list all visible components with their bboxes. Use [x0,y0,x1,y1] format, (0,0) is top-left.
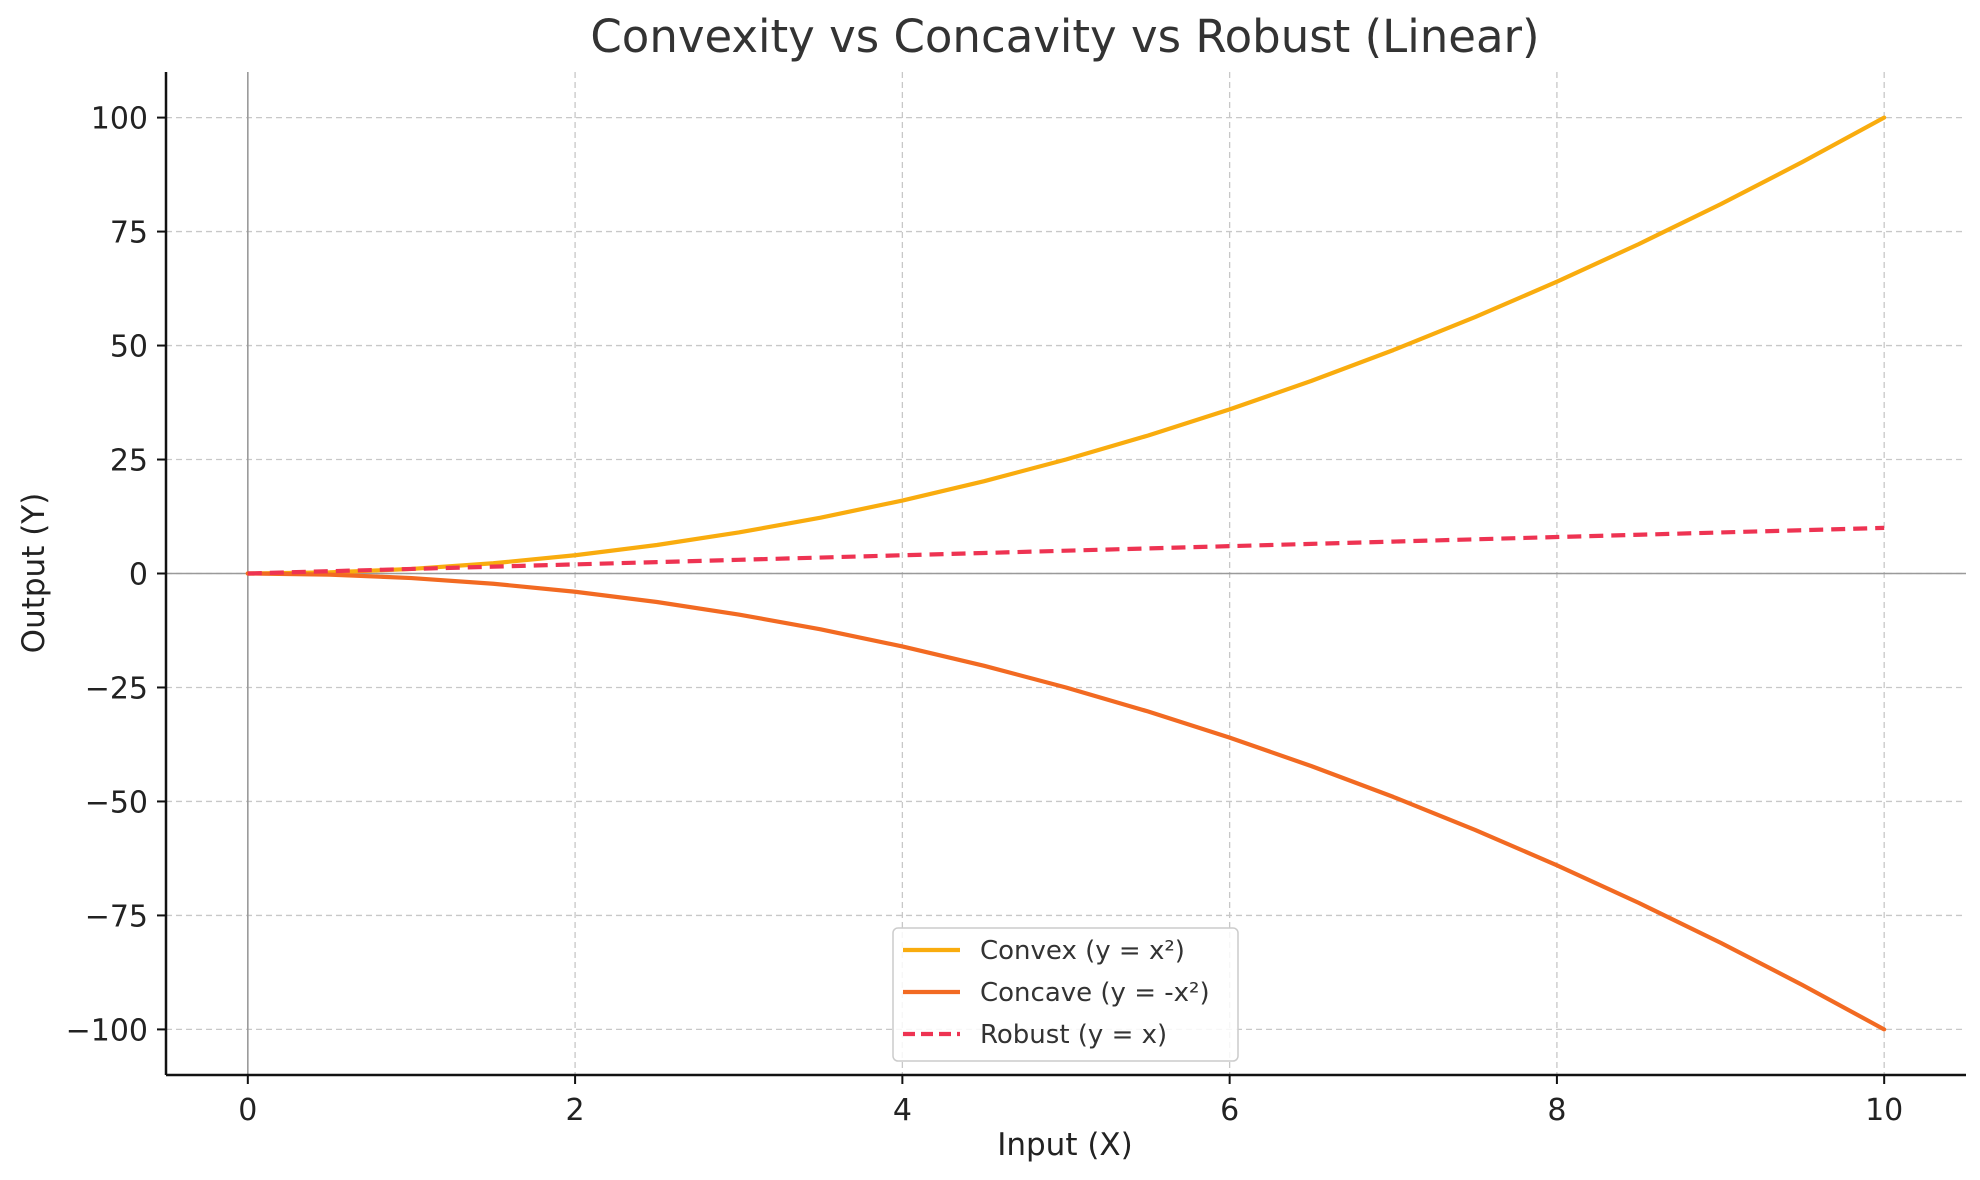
x-tick-label: 8 [1547,1093,1566,1128]
y-tick-label: −75 [85,899,148,934]
x-axis-label: Input (X) [997,1127,1133,1163]
series-line-1 [245,571,1887,1032]
y-tick-label: 75 [110,216,148,251]
series-line-2 [247,525,1885,576]
ticks: 0 2 4 6 8 10 100 75 50 25 0 −25 −50 −75 −100 [66,102,1904,1128]
legend: Convex (y = x²) Concave (y = -x²) Robust (… [892,927,1239,1062]
series-lines [245,115,1887,1032]
x-tick-label: 0 [238,1093,257,1128]
y-tick-label: 50 [110,330,148,365]
y-tick-label: −25 [85,671,148,706]
series-line-0 [245,115,1887,576]
x-tick-label: 10 [1865,1093,1903,1128]
y-tick-label: −50 [85,785,148,820]
y-tick-label: 25 [110,444,148,479]
y-tick-label: −100 [66,1013,148,1048]
x-tick-label: 6 [1220,1093,1239,1128]
y-tick-label: 100 [91,102,148,137]
legend-label-1: Concave (y = -x²) [980,978,1210,1008]
legend-box [892,927,1239,1062]
y-axis-label: Output (Y) [16,493,52,654]
legend-label-2: Robust (y = x) [980,1020,1167,1050]
legend-label-0: Convex (y = x²) [980,936,1185,966]
chart-title: Convexity vs Concavity vs Robust (Linear… [590,10,1539,63]
x-tick-label: 4 [893,1093,912,1128]
x-tick-label: 2 [566,1093,585,1128]
y-tick-label: 0 [129,558,148,593]
